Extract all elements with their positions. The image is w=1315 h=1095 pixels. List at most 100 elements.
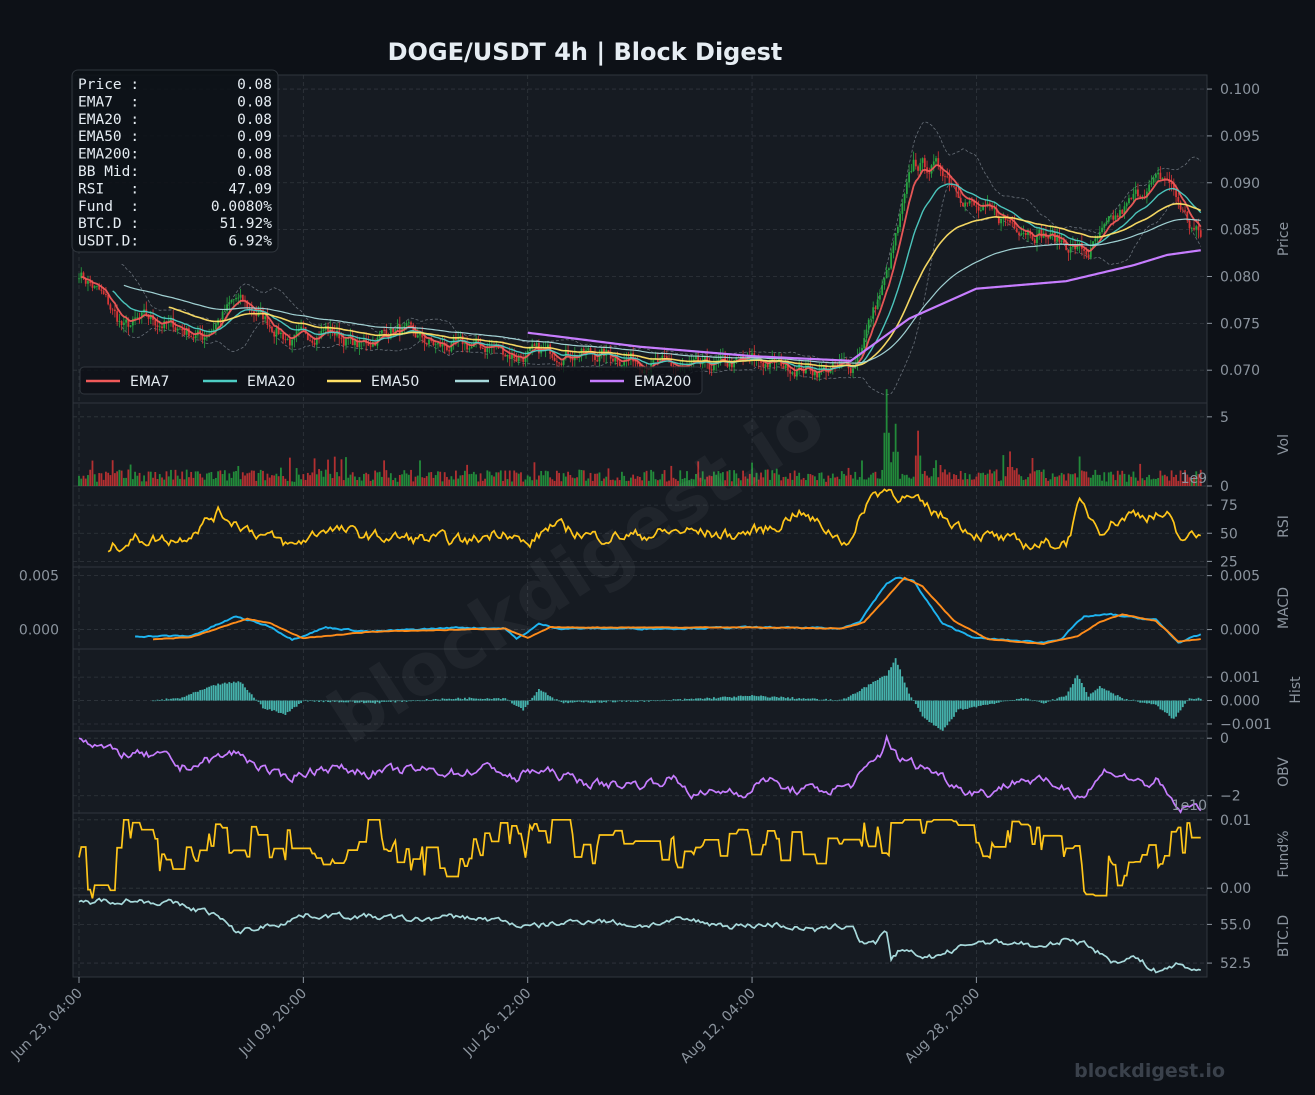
y-axis-label: RSI (1276, 515, 1292, 538)
histogram-bar (266, 700, 269, 710)
candle-body (1177, 197, 1180, 202)
volume-bar (1139, 463, 1142, 486)
candle-body (450, 343, 453, 352)
price-candle (410, 320, 412, 325)
price-candle (511, 347, 513, 367)
price-candle (1083, 247, 1085, 260)
volume-bar (378, 471, 381, 486)
volume-bar (822, 478, 825, 486)
histogram-bar (197, 691, 199, 701)
volume-bar (701, 471, 704, 486)
candle-body (96, 285, 98, 287)
candle-body (1123, 206, 1126, 214)
volume-bar (246, 473, 249, 486)
volume-bar (412, 481, 415, 486)
volume-bar (309, 475, 311, 486)
histogram-bar (1065, 695, 1068, 701)
histogram-bar (403, 700, 406, 702)
volume-bar (425, 476, 428, 486)
price-candle (327, 322, 329, 337)
histogram-bar (1071, 684, 1074, 701)
price-candle (111, 307, 114, 315)
histogram-bar (1004, 700, 1007, 702)
candle-body (1085, 250, 1088, 255)
candle-body (944, 176, 946, 178)
volume-bar (113, 473, 116, 486)
histogram-bar (369, 700, 372, 703)
volume-bar (461, 475, 464, 486)
histogram-bar (1159, 700, 1162, 710)
histogram-bar (1199, 698, 1202, 701)
volume-bar (737, 478, 740, 486)
volume-bar (899, 478, 902, 486)
volume-bar (632, 474, 635, 486)
histogram-bar (582, 700, 585, 703)
candle-body (383, 330, 386, 332)
candle-body (717, 359, 720, 362)
price-candle (1051, 225, 1054, 241)
candle-body (1089, 248, 1092, 258)
price-candle (863, 329, 866, 354)
candle-body (710, 369, 713, 371)
candle-body (663, 355, 666, 357)
histogram-bar (771, 696, 774, 701)
price-candle (122, 316, 125, 333)
volume-bar (874, 471, 877, 486)
volume-bar (259, 469, 262, 486)
info-value: 6.92% (228, 234, 272, 250)
volume-bar (376, 472, 379, 486)
candle-body (1172, 184, 1175, 191)
histogram-bar (542, 691, 545, 701)
volume-bar (302, 474, 305, 486)
histogram-bar (1009, 700, 1011, 701)
price-candle (504, 352, 507, 357)
histogram-bar (576, 700, 578, 702)
candle-body (905, 182, 908, 194)
ema50-legend-label: EMA50 (371, 374, 419, 390)
volume-bar (1054, 476, 1056, 486)
histogram-bar (385, 700, 388, 702)
volume-bar (369, 480, 372, 486)
volume-bar (757, 479, 760, 486)
histogram-bar (654, 700, 657, 702)
price-candle (87, 275, 89, 292)
volume-bar (275, 473, 278, 486)
volume-bar (735, 473, 738, 486)
price-candle (277, 323, 280, 336)
price-candle (721, 348, 724, 357)
volume-bar (1168, 480, 1171, 486)
price-candle (448, 346, 451, 356)
volume-bar (282, 475, 285, 486)
candle-body (932, 161, 935, 166)
volume-bar (802, 477, 805, 486)
histogram-bar (955, 700, 958, 713)
volume-bar (1150, 479, 1153, 486)
histogram-bar (695, 698, 697, 701)
rsi-line (107, 488, 1202, 553)
y-tick-label: 0.095 (1220, 129, 1260, 145)
volume-bar (147, 471, 150, 486)
info-value: 0.08 (237, 112, 272, 128)
histogram-bar (708, 698, 711, 701)
price-candle (428, 337, 430, 348)
histogram-bar (1177, 700, 1180, 713)
histogram-bar (1027, 698, 1029, 701)
volume-bar (710, 476, 713, 486)
pane-btcd-background (72, 894, 1208, 978)
candle-body (728, 361, 731, 367)
histogram-bar (811, 698, 814, 701)
histogram-bar (973, 700, 976, 707)
volume-bar (739, 480, 742, 486)
btc-dominance-line (78, 897, 1201, 974)
pane-macd-background (72, 566, 1208, 650)
left-y-tick-label: 0.000 (19, 623, 59, 639)
candle-body (1009, 220, 1011, 223)
info-label: EMA200: (78, 147, 139, 163)
histogram-bar (363, 700, 365, 704)
volume-bar (333, 456, 336, 486)
histogram-bar (1128, 699, 1130, 701)
histogram-bar (174, 698, 177, 701)
histogram-bar (874, 680, 877, 701)
candle-body (190, 336, 193, 338)
